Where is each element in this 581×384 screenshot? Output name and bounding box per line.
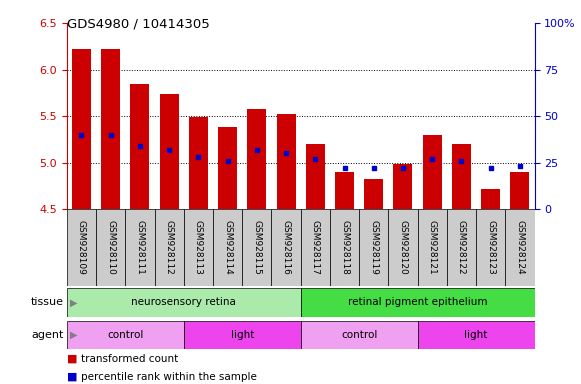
Bar [67,321,184,349]
Bar [189,117,208,209]
Text: GSM928124: GSM928124 [515,220,525,275]
Text: GDS4980 / 10414305: GDS4980 / 10414305 [67,17,210,30]
Bar [218,127,237,209]
Text: light: light [231,330,254,340]
Text: GSM928122: GSM928122 [457,220,466,275]
Text: percentile rank within the sample: percentile rank within the sample [81,372,257,382]
Bar [271,209,301,286]
Bar [418,321,535,349]
Bar [125,209,155,286]
Bar [277,114,296,209]
Text: GSM928113: GSM928113 [194,220,203,275]
Bar [301,321,418,349]
Bar [447,209,476,286]
Text: ■: ■ [67,354,77,364]
Text: GSM928111: GSM928111 [135,220,145,275]
Text: GSM928112: GSM928112 [164,220,174,275]
Bar [301,209,330,286]
Text: GSM928117: GSM928117 [311,220,320,275]
Text: ▶: ▶ [70,330,77,340]
Bar [67,288,301,317]
Text: GSM928114: GSM928114 [223,220,232,275]
Bar [184,209,213,286]
Text: transformed count: transformed count [81,354,178,364]
Text: control: control [107,330,144,340]
Bar [213,209,242,286]
Text: GSM928121: GSM928121 [428,220,437,275]
Bar [67,209,96,286]
Text: ▶: ▶ [70,297,77,308]
Text: GSM928116: GSM928116 [282,220,290,275]
Bar [248,109,266,209]
Bar [72,49,91,209]
Bar [423,135,442,209]
Bar [242,209,271,286]
Bar [505,209,535,286]
Bar [476,209,505,286]
Bar [335,172,354,209]
Text: ■: ■ [67,372,77,382]
Text: tissue: tissue [31,297,64,308]
Text: agent: agent [31,330,64,340]
Bar [155,209,184,286]
Bar [96,209,125,286]
Bar [101,49,120,209]
Bar [364,179,383,209]
Bar [184,321,301,349]
Bar [330,209,359,286]
Bar [393,164,413,209]
Text: retinal pigment epithelium: retinal pigment epithelium [348,297,487,308]
Text: GSM928115: GSM928115 [252,220,261,275]
Text: control: control [341,330,377,340]
Text: GSM928110: GSM928110 [106,220,115,275]
Text: GSM928120: GSM928120 [399,220,407,275]
Bar [301,288,535,317]
Text: GSM928109: GSM928109 [77,220,86,275]
Text: neurosensory retina: neurosensory retina [131,297,236,308]
Bar [160,94,178,209]
Bar [452,144,471,209]
Text: light: light [464,330,487,340]
Bar [306,144,325,209]
Text: GSM928119: GSM928119 [370,220,378,275]
Text: GSM928123: GSM928123 [486,220,495,275]
Bar [388,209,418,286]
Bar [359,209,388,286]
Bar [418,209,447,286]
Bar [130,84,149,209]
Bar [481,189,500,209]
Text: GSM928118: GSM928118 [340,220,349,275]
Bar [510,172,529,209]
